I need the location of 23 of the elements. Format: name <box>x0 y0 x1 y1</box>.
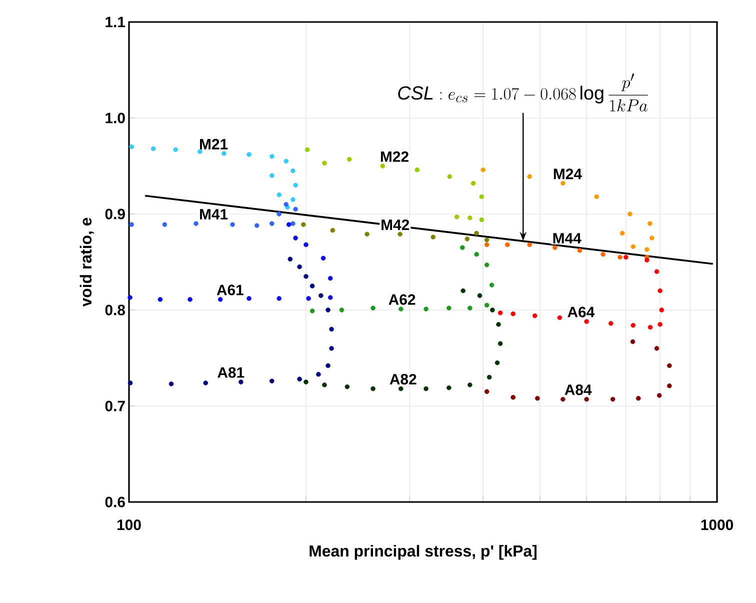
series-label: A62 <box>388 294 416 305</box>
series-label: M42 <box>382 220 410 230</box>
series-label: M41 <box>200 209 228 220</box>
y-tick-label: 0.7 <box>105 400 125 412</box>
annotation: $\mathit{CSL}: e_{cs}=1.07-0.068\log\dfrac{p'}{1kPa}$ <box>398 74 648 112</box>
series-label: A61 <box>216 284 244 296</box>
y-tick-label: 0.8 <box>105 304 126 316</box>
series-label: M24 <box>554 168 582 180</box>
series-label: M22 <box>380 151 408 162</box>
y-tick-label: 0.6 <box>105 496 125 508</box>
y-tick-label: 1.1 <box>106 16 126 28</box>
series-label: M21 <box>200 138 228 150</box>
y-tick-label: 1.0 <box>106 112 125 124</box>
series-label: A64 <box>568 306 595 318</box>
x-axis-title: Mean principal stress, p' [kPa] <box>310 544 537 560</box>
series-label: M44 <box>553 233 582 244</box>
y-tick-label: 0.9 <box>105 208 125 220</box>
series-label: A84 <box>564 384 592 396</box>
x-tick-label: 100 <box>117 520 141 530</box>
y-axis-title: void ratio, e <box>80 218 94 307</box>
series-label: A81 <box>218 367 244 378</box>
x-tick-label: 1000 <box>701 520 734 530</box>
series-label: A82 <box>390 374 416 385</box>
